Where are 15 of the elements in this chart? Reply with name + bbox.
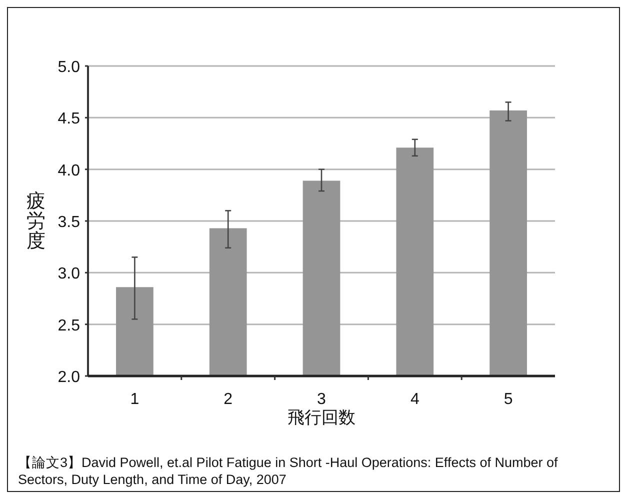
y-tick-label: 4.5 <box>58 110 80 128</box>
x-tick-label: 2 <box>224 391 233 408</box>
y-tick-label: 3.0 <box>58 266 80 283</box>
text: 【論文3】David Powell, et.al Pilot Fatigue in Short -Haul Operations: Effects of Number of Sectors, Duty Length, and Time of Day, 2007 <box>18 454 559 488</box>
x-tick-label: 4 <box>410 391 420 408</box>
y-axis-title: 疲労度 <box>26 191 46 252</box>
y-tick-label: 2.0 <box>58 369 80 386</box>
x-tick-label: 5 <box>504 391 513 408</box>
y-tick-label: 2.5 <box>58 317 80 334</box>
y-tick-label: 3.5 <box>58 214 80 231</box>
y-tick-label: 5.0 <box>58 59 80 76</box>
y-tick-label: 4.0 <box>58 162 80 180</box>
x-tick-label: 1 <box>130 391 140 408</box>
x-tick-label: 3 <box>317 391 326 408</box>
x-axis-title: 飛行回数 <box>288 408 356 427</box>
